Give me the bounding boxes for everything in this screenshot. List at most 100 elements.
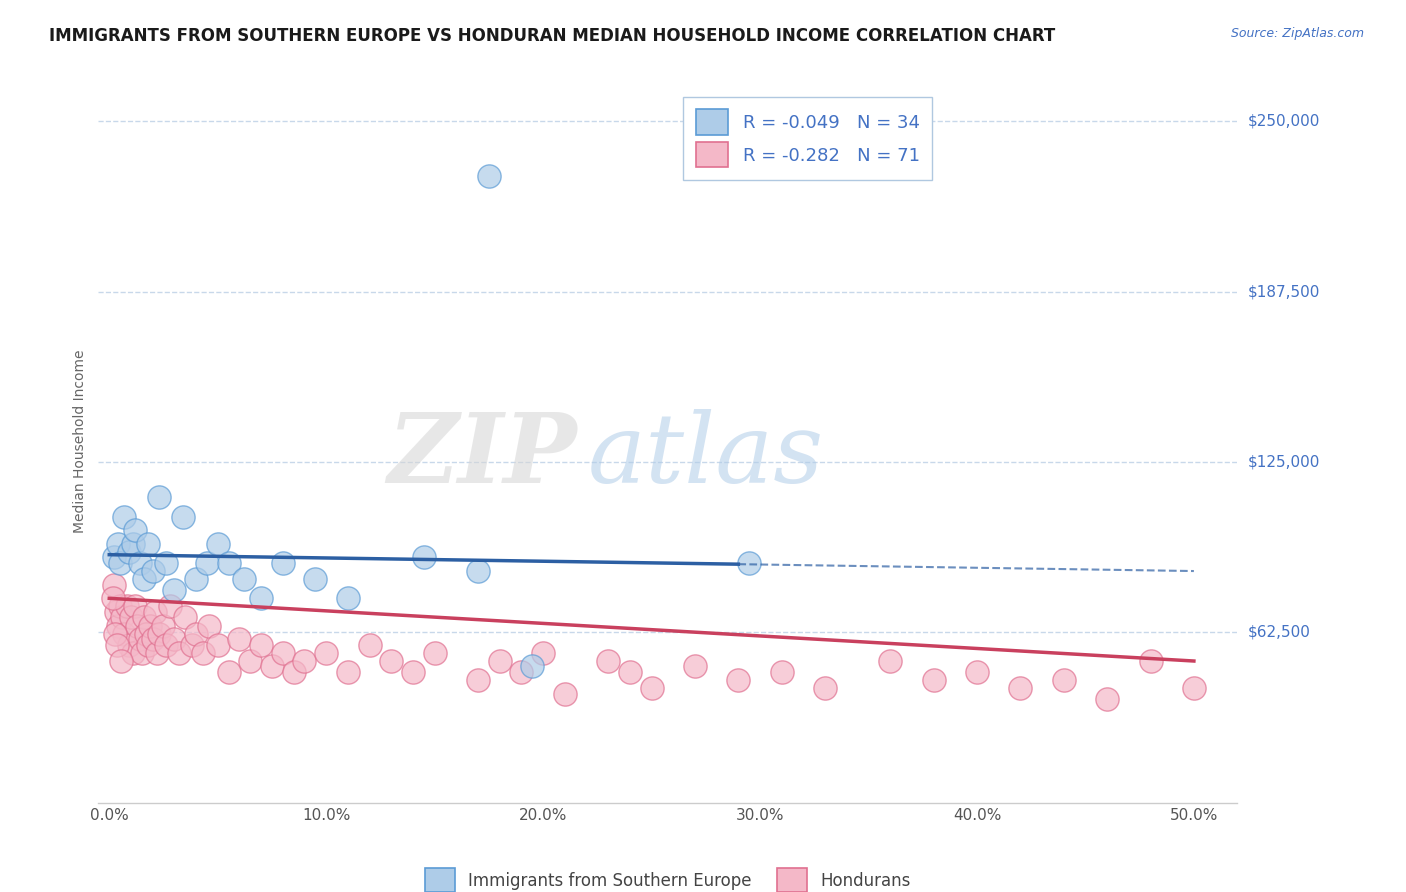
Point (467, 673, 489, 687)
Point (115, 599, 138, 614)
Point (136, 638, 159, 652)
Point (155, 638, 177, 652)
Point (152, 618, 174, 632)
Point (104, 605, 127, 619)
Point (770, 665, 793, 679)
Point (118, 545, 141, 559)
Point (260, 659, 283, 673)
Point (172, 509, 194, 524)
Point (101, 591, 124, 606)
Point (412, 550, 434, 565)
Point (879, 654, 901, 668)
Point (142, 564, 165, 578)
Text: IMMIGRANTS FROM SOUTHERN EUROPE VS HONDURAN MEDIAN HOUSEHOLD INCOME CORRELATION : IMMIGRANTS FROM SOUTHERN EUROPE VS HONDU… (49, 27, 1056, 45)
Point (304, 572, 326, 586)
Point (122, 537, 145, 551)
Point (167, 646, 190, 660)
Point (184, 626, 207, 640)
Point (104, 626, 127, 640)
Text: $187,500: $187,500 (1249, 284, 1320, 299)
Point (239, 654, 262, 668)
Text: Source: ZipAtlas.com: Source: ZipAtlas.com (1230, 27, 1364, 40)
Point (107, 618, 129, 632)
Point (139, 618, 162, 632)
Point (250, 591, 273, 606)
Text: ZIP: ZIP (387, 409, 576, 503)
Point (554, 687, 576, 701)
Point (218, 556, 240, 570)
Point (105, 638, 128, 652)
Point (132, 610, 155, 624)
Point (142, 632, 165, 647)
Point (180, 638, 202, 652)
Point (110, 654, 132, 668)
Text: $62,500: $62,500 (1249, 625, 1310, 640)
Point (814, 681, 837, 696)
Point (128, 556, 150, 570)
Point (207, 537, 229, 551)
Point (143, 605, 166, 619)
Point (207, 638, 229, 652)
Point (103, 577, 125, 591)
Point (336, 665, 359, 679)
Point (146, 646, 169, 660)
Point (619, 665, 641, 679)
Legend: Immigrants from Southern Europe, Hondurans: Immigrants from Southern Europe, Hondura… (419, 862, 917, 892)
Point (683, 659, 706, 673)
Point (108, 556, 131, 570)
Point (228, 632, 250, 647)
Point (598, 654, 620, 668)
Point (522, 659, 544, 673)
Point (107, 537, 129, 551)
Point (250, 638, 273, 652)
Point (271, 646, 294, 660)
Point (159, 599, 181, 614)
Point (184, 572, 207, 586)
Point (174, 610, 197, 624)
Point (1095, 692, 1118, 706)
Point (738, 556, 761, 570)
Point (131, 646, 153, 660)
Point (136, 537, 159, 551)
Text: $250,000: $250,000 (1249, 113, 1320, 128)
Y-axis label: Median Household Income: Median Household Income (73, 350, 87, 533)
Point (124, 599, 146, 614)
Point (488, 654, 510, 668)
Point (155, 556, 177, 570)
Point (1010, 681, 1032, 696)
Point (727, 673, 749, 687)
Point (966, 665, 988, 679)
Point (132, 572, 155, 586)
Point (114, 626, 136, 640)
Point (191, 646, 214, 660)
Point (135, 626, 157, 640)
Point (336, 591, 359, 606)
Point (294, 654, 316, 668)
Point (195, 556, 218, 570)
Point (198, 618, 221, 632)
Point (124, 523, 146, 537)
Point (127, 618, 149, 632)
Point (467, 564, 489, 578)
Point (122, 646, 145, 660)
Point (271, 556, 294, 570)
Point (510, 665, 533, 679)
Point (283, 665, 305, 679)
Point (922, 673, 945, 687)
Point (163, 632, 186, 647)
Point (128, 632, 150, 647)
Point (120, 610, 142, 624)
Point (148, 491, 170, 505)
Point (423, 646, 446, 660)
Point (114, 509, 136, 524)
Point (478, 169, 501, 183)
Point (402, 665, 425, 679)
Point (118, 638, 141, 652)
Point (103, 550, 125, 565)
Text: atlas: atlas (588, 409, 824, 503)
Point (108, 599, 131, 614)
Point (148, 626, 170, 640)
Point (111, 610, 134, 624)
Point (359, 638, 381, 652)
Point (232, 572, 254, 586)
